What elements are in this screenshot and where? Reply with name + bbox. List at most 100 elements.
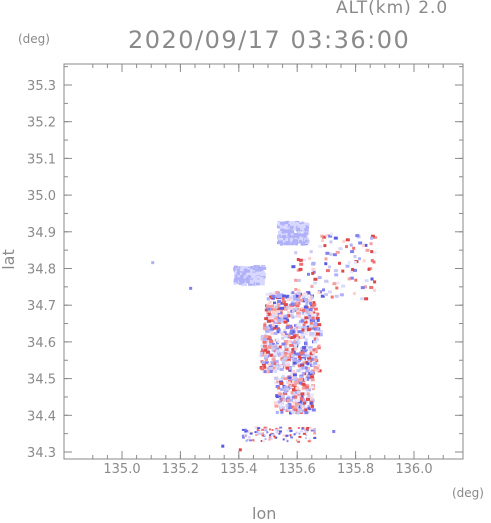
- echo-cell: [297, 392, 301, 396]
- echo-cell: [280, 225, 285, 229]
- echo-cell: [313, 432, 317, 435]
- echo-cell: [310, 429, 313, 432]
- echo-cell: [310, 311, 314, 315]
- echo-cell: [291, 298, 295, 302]
- echo-cell: [264, 335, 269, 339]
- echo-cell: [288, 406, 292, 409]
- x-tick-label: 136.0: [395, 462, 432, 477]
- echo-cell: [324, 262, 328, 266]
- echo-cell: [292, 239, 296, 243]
- echo-cell: [275, 436, 278, 439]
- echo-cell: [299, 335, 303, 339]
- echo-cell: [329, 240, 333, 244]
- echo-cell: [285, 223, 288, 227]
- echo-cell: [286, 242, 291, 246]
- echo-cell: [275, 294, 279, 298]
- echo-cell: [266, 431, 269, 434]
- echo-cell: [253, 278, 257, 282]
- echo-cell: [322, 235, 327, 239]
- echo-cell: [277, 300, 282, 304]
- echo-cell: [305, 428, 309, 431]
- echo-cell: [276, 330, 280, 334]
- echo-cell: [373, 236, 378, 239]
- x-tick-label: 135.0: [103, 462, 140, 477]
- echo-cell: [369, 242, 373, 246]
- echo-cell: [279, 430, 282, 433]
- echo-cell: [274, 343, 278, 347]
- echo-cell: [255, 271, 259, 275]
- echo-cell: [279, 235, 284, 239]
- echo-cell: [266, 307, 271, 311]
- echo-cell: [254, 431, 257, 434]
- echo-cell: [277, 400, 281, 404]
- echo-cell: [287, 232, 291, 236]
- y-tick-label: 35.0: [27, 189, 56, 204]
- echo-cell: [307, 373, 312, 377]
- echo-cell: [333, 269, 338, 273]
- echo-cell: [274, 381, 278, 385]
- echo-cell: [285, 387, 290, 391]
- echo-cell: [353, 268, 357, 272]
- echo-cell: [287, 224, 291, 228]
- echo-cell: [296, 298, 300, 302]
- echo-cell: [294, 327, 299, 331]
- echo-cell: [303, 366, 308, 370]
- echo-cell: [279, 314, 284, 318]
- echo-cell: [259, 270, 263, 273]
- echo-cell: [298, 230, 301, 234]
- echo-cell: [304, 341, 308, 345]
- echo-cell: [355, 234, 360, 238]
- echo-cell: [293, 433, 296, 436]
- echo-cell: [290, 232, 295, 236]
- echo-cell: [267, 304, 272, 308]
- echo-cell: [289, 343, 294, 347]
- echo-cell: [306, 299, 311, 303]
- echo-cell: [285, 438, 288, 441]
- echo-cell: [352, 292, 356, 296]
- echo-cell: [244, 428, 247, 431]
- echo-cell: [280, 397, 284, 401]
- echo-cell: [300, 364, 304, 368]
- echo-cell: [293, 303, 297, 307]
- echo-cell: [323, 293, 328, 297]
- echo-cell: [364, 279, 369, 283]
- echo-cell: [372, 251, 377, 254]
- echo-cell: [317, 290, 321, 294]
- echo-cell: [309, 349, 313, 353]
- echo-cell: [338, 247, 343, 251]
- echo-cell: [328, 234, 333, 238]
- echo-cell: [309, 401, 313, 405]
- echo-cell: [318, 330, 323, 333]
- echo-cell: [311, 303, 316, 307]
- echo-cell: [246, 439, 249, 441]
- echo-cell: [345, 264, 350, 268]
- echo-cell: [317, 323, 322, 327]
- echo-cell: [308, 396, 313, 400]
- echo-cell: [291, 291, 295, 295]
- echo-cell: [311, 334, 316, 338]
- echo-cell: [263, 323, 267, 327]
- echo-cell: [271, 347, 276, 351]
- echo-cell: [293, 386, 297, 390]
- echo-cell: [291, 381, 295, 384]
- echo-cell: [266, 297, 270, 301]
- echo-cell: [294, 307, 298, 311]
- echo-cell: [297, 394, 301, 398]
- echo-cell: [329, 252, 333, 256]
- echo-cell: [302, 242, 306, 246]
- echo-cell: [370, 234, 375, 238]
- echo-cell: [275, 394, 279, 398]
- echo-cell: [253, 265, 257, 268]
- echo-cell: [293, 405, 297, 409]
- echo-cell: [372, 260, 376, 264]
- echo-cell: [270, 432, 273, 435]
- echo-cell: [291, 315, 295, 319]
- echo-cell: [279, 406, 283, 410]
- echo-cell: [303, 406, 308, 410]
- echo-cell: [285, 305, 290, 309]
- echo-cell: [286, 350, 290, 354]
- echo-cell: [301, 358, 305, 362]
- echo-cell: [298, 435, 302, 438]
- echo-cell: [267, 363, 271, 367]
- echo-cell: [271, 429, 274, 431]
